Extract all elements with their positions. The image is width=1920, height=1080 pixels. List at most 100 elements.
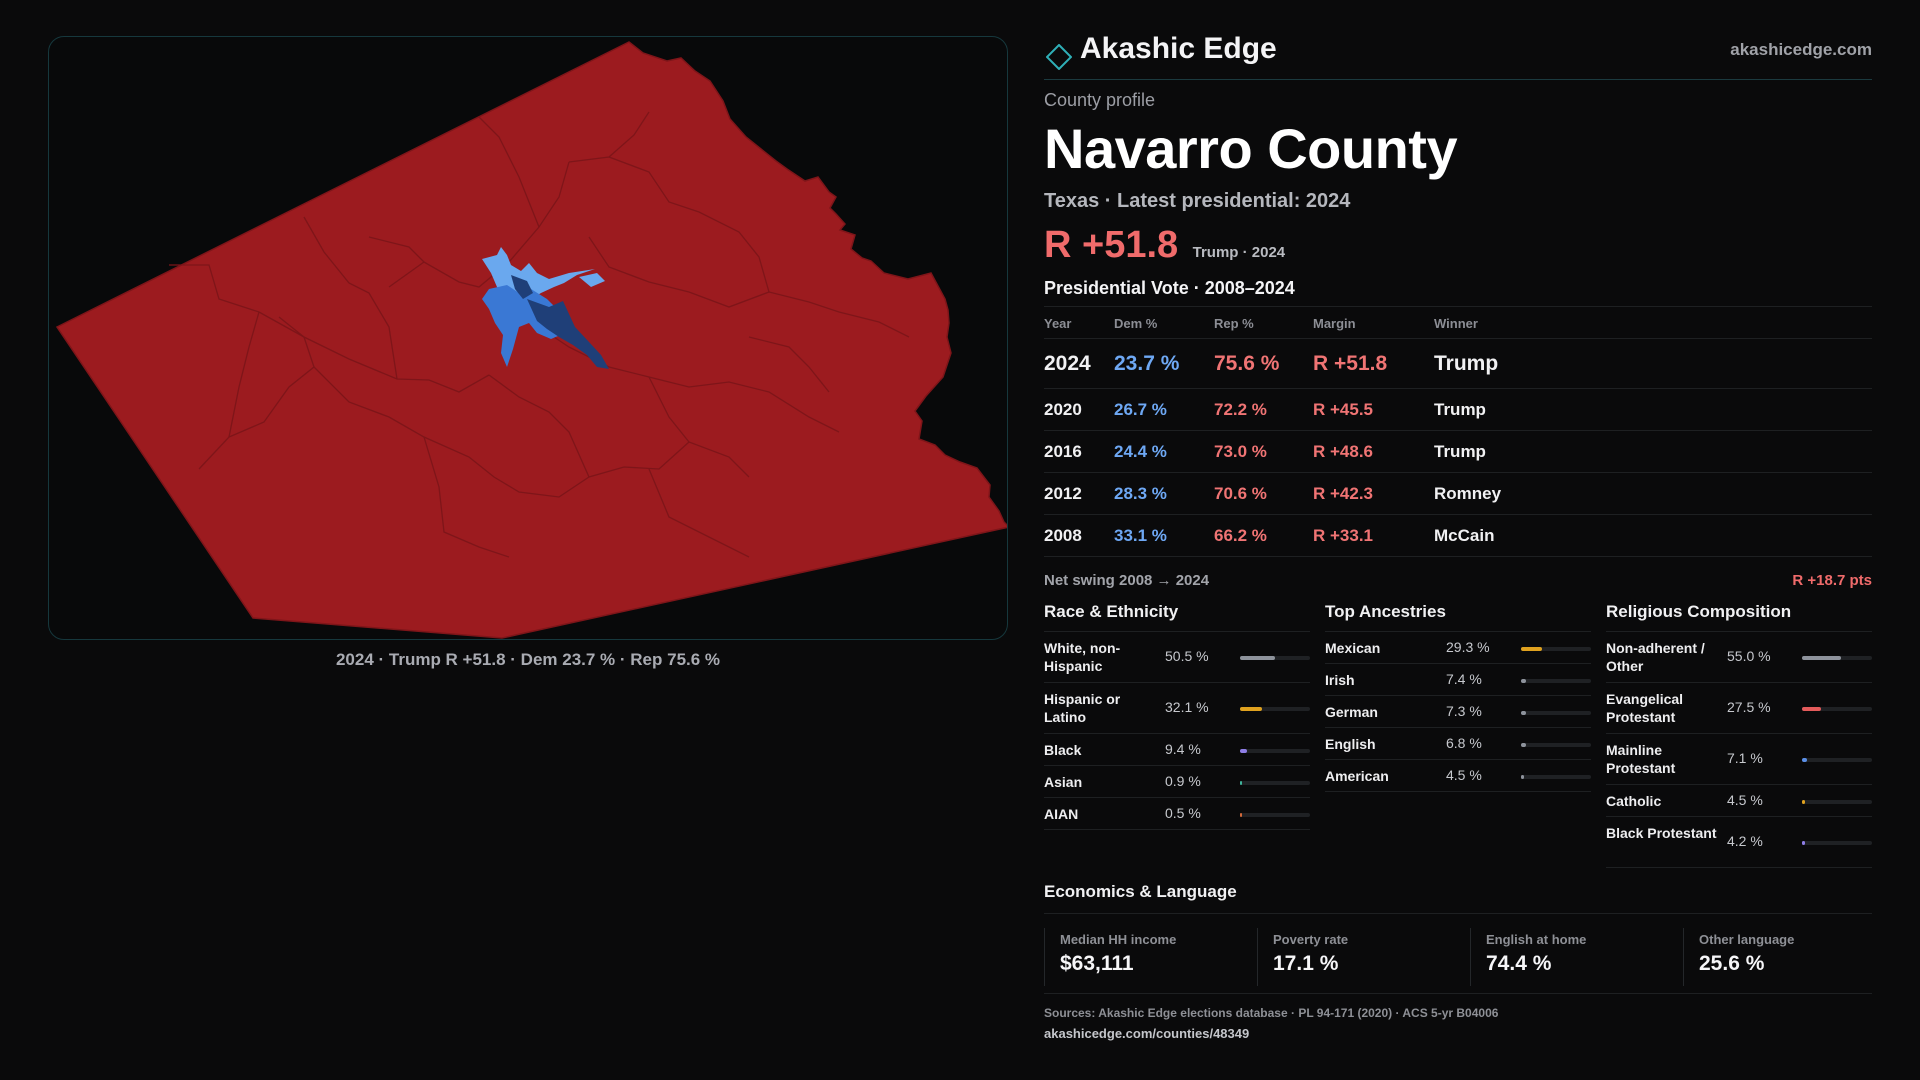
religion-label: Catholic: [1606, 793, 1662, 809]
precinct-boundaries: [169, 111, 910, 558]
race-bar-track: [1240, 813, 1310, 817]
vote-margin: R +48.6: [1313, 442, 1374, 461]
presidential-vote-title: Presidential Vote · 2008–2024: [1044, 278, 1295, 298]
race-row: Hispanic or Latino 32.1 %: [1044, 683, 1310, 734]
ancestry-label: Mexican: [1325, 640, 1381, 656]
ancestry-row: Irish 7.4 %: [1325, 664, 1591, 696]
vote-year: 2024: [1044, 352, 1091, 375]
religion-row: Black Protestant 4.2 %: [1606, 817, 1872, 868]
dem-precinct-dark-arm: [511, 275, 533, 299]
net-swing: Net swing 2008 → 2024 R +18.7 pts: [1044, 572, 1872, 592]
race-bar-fill: [1240, 781, 1242, 785]
religion-bar-fill: [1802, 758, 1807, 762]
religion-value: 7.1 %: [1727, 750, 1763, 766]
race-label: Hispanic or Latino: [1044, 691, 1121, 725]
religion-section: Religious Composition Non-adherent / Oth…: [1606, 602, 1872, 868]
vote-margin: R +42.3: [1313, 484, 1374, 503]
vote-rep: 66.2 %: [1214, 526, 1267, 545]
ancestry-bar-track: [1521, 711, 1591, 715]
ancestry-title: Top Ancestries: [1325, 602, 1591, 632]
religion-bar-track: [1802, 800, 1872, 804]
religion-bar-track: [1802, 707, 1872, 711]
headline-margin: R +51.8: [1044, 224, 1179, 266]
stat-label: Median HH income: [1060, 932, 1177, 947]
religion-bar-fill: [1802, 707, 1821, 711]
vote-margin: R +51.8: [1313, 352, 1388, 375]
county-subline: Texas · Latest presidential: 2024: [1044, 190, 1351, 212]
vote-row: 2008 33.1 % 66.2 % R +33.1 McCain: [1044, 515, 1872, 557]
ancestry-bar-fill: [1521, 711, 1526, 715]
vote-row-latest: 2024 23.7 % 75.6 % R +51.8 Trump: [1044, 339, 1872, 389]
stat-value: 74.4 %: [1486, 952, 1552, 975]
vote-winner: Romney: [1434, 484, 1502, 503]
religion-label: Evangelical Protestant: [1606, 691, 1684, 725]
stat-label: Poverty rate: [1273, 932, 1349, 947]
economics-stats: Median HH income $63,111 Poverty rate 17…: [1044, 928, 1872, 994]
header-rep: Rep %: [1214, 316, 1254, 331]
vote-dem: 24.4 %: [1114, 442, 1167, 461]
race-row: AIAN 0.5 %: [1044, 798, 1310, 830]
vote-margin: R +45.5: [1313, 400, 1374, 419]
ancestry-label: English: [1325, 736, 1376, 752]
header-margin: Margin: [1313, 316, 1356, 331]
religion-value: 55.0 %: [1727, 648, 1771, 664]
brand-site-link[interactable]: akashicedge.com: [1730, 40, 1872, 59]
dem-precinct-light-arm: [579, 273, 605, 287]
vote-dem: 23.7 %: [1114, 352, 1180, 375]
dem-precinct-mid: [482, 285, 569, 367]
ancestry-label: German: [1325, 704, 1378, 720]
race-value: 0.9 %: [1165, 773, 1201, 789]
race-ethnicity-title: Race & Ethnicity: [1044, 602, 1310, 632]
header-dem: Dem %: [1114, 316, 1158, 331]
ancestry-bar-fill: [1521, 775, 1524, 779]
ancestry-bar-track: [1521, 679, 1591, 683]
dem-precinct-dark: [527, 299, 609, 369]
ancestry-bar-track: [1521, 647, 1591, 651]
vote-winner: Trump: [1434, 352, 1499, 375]
ancestry-value: 7.4 %: [1446, 671, 1482, 687]
county-map[interactable]: [48, 36, 1008, 640]
race-value: 32.1 %: [1165, 699, 1209, 715]
brand-name: Akashic Edge: [1080, 32, 1277, 65]
religion-row: Evangelical Protestant 27.5 %: [1606, 683, 1872, 734]
vote-rep: 70.6 %: [1214, 484, 1267, 503]
stat-other-language: Other language 25.6 %: [1683, 928, 1881, 986]
vote-year: 2008: [1044, 526, 1082, 545]
race-value: 50.5 %: [1165, 648, 1209, 664]
ancestry-label: American: [1325, 768, 1389, 784]
race-bar-fill: [1240, 813, 1242, 817]
ancestry-bar-track: [1521, 743, 1591, 747]
religion-value: 27.5 %: [1727, 699, 1771, 715]
page-eyebrow: County profile: [1044, 90, 1156, 110]
race-bar-fill: [1240, 707, 1262, 711]
vote-dem: 26.7 %: [1114, 400, 1167, 419]
race-bar-fill: [1240, 749, 1247, 753]
race-ethnicity-section: Race & Ethnicity White, non-Hispanic 50.…: [1044, 602, 1310, 830]
stat-english-at-home: English at home 74.4 %: [1470, 928, 1668, 986]
vote-margin: R +33.1: [1313, 526, 1374, 545]
stat-label: Other language: [1699, 932, 1795, 947]
race-row: Black 9.4 %: [1044, 734, 1310, 766]
race-label: White, non-Hispanic: [1044, 640, 1121, 674]
county-shape-republican[interactable]: [55, 41, 1008, 639]
religion-row: Non-adherent / Other 55.0 %: [1606, 632, 1872, 683]
ancestry-bar-fill: [1521, 679, 1526, 683]
ancestry-label: Irish: [1325, 672, 1355, 688]
vote-year: 2016: [1044, 442, 1082, 461]
stat-value: $63,111: [1060, 952, 1134, 975]
vote-row: 2020 26.7 % 72.2 % R +45.5 Trump: [1044, 389, 1872, 431]
vote-winner: Trump: [1434, 442, 1486, 461]
religion-title: Religious Composition: [1606, 602, 1872, 632]
brand-header: Akashic Edge akashicedge.com: [1044, 32, 1872, 80]
vote-winner: Trump: [1434, 400, 1486, 419]
ancestry-value: 29.3 %: [1446, 639, 1490, 655]
race-label: Asian: [1044, 774, 1083, 790]
ancestry-value: 4.5 %: [1446, 767, 1482, 783]
county-url-link[interactable]: akashicedge.com/counties/48349: [1044, 1026, 1250, 1041]
vote-table-header: Year Dem % Rep % Margin Winner: [1044, 307, 1872, 339]
county-profile-panel: Akashic Edge akashicedge.com County prof…: [1044, 0, 1872, 1080]
dem-precinct-cluster: [482, 247, 609, 369]
religion-row: Catholic 4.5 %: [1606, 785, 1872, 817]
header-winner: Winner: [1434, 316, 1478, 331]
map-caption: 2024 · Trump R +51.8 · Dem 23.7 % · Rep …: [335, 650, 721, 669]
